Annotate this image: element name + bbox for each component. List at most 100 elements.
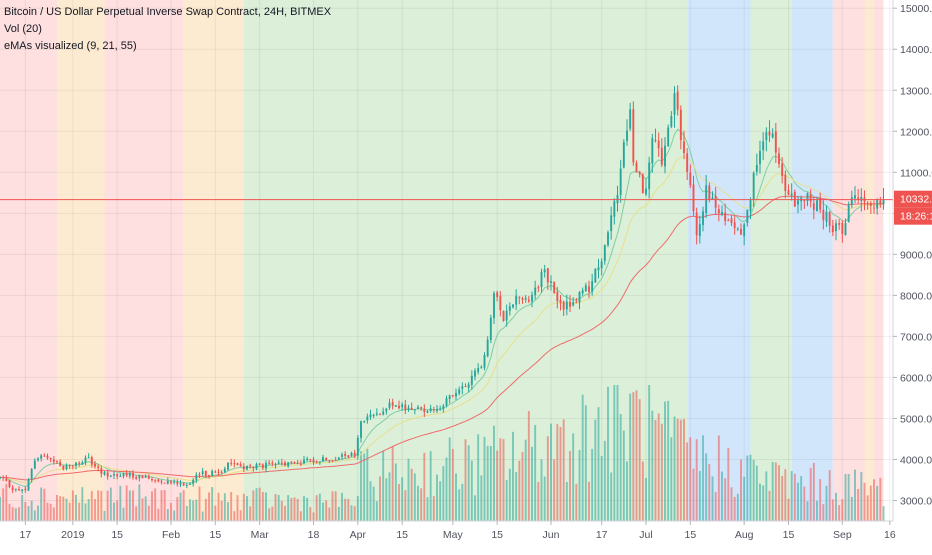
- volume-bar: [806, 501, 809, 521]
- volume-bar: [556, 423, 559, 521]
- candle: [578, 291, 581, 310]
- candle: [531, 291, 533, 308]
- volume-bar: [480, 475, 483, 521]
- candle: [743, 222, 746, 246]
- volume-bar: [572, 433, 575, 521]
- volume-bar: [660, 423, 663, 521]
- ema-55-line: [0, 195, 884, 481]
- volume-bar: [227, 502, 229, 521]
- candle-body: [641, 174, 644, 194]
- candle-body: [144, 476, 147, 478]
- candle-body: [591, 281, 594, 292]
- candle-body: [695, 212, 698, 236]
- candle: [154, 479, 157, 484]
- candle-body: [84, 457, 87, 463]
- candle-body: [638, 171, 641, 175]
- candle-body: [274, 463, 277, 465]
- candle-body: [543, 269, 546, 273]
- candle-body: [451, 394, 454, 397]
- candle-body: [423, 408, 426, 413]
- y-tick-label: 15000.0: [900, 3, 932, 15]
- candle-body: [407, 407, 410, 410]
- candle: [94, 460, 96, 469]
- candle: [721, 205, 723, 217]
- candle-body: [600, 261, 603, 269]
- candle: [550, 275, 552, 291]
- volume-bar: [189, 499, 191, 521]
- candle-body: [616, 194, 619, 204]
- price-axis[interactable]: [893, 0, 932, 550]
- candle: [876, 198, 879, 215]
- candle-body: [141, 475, 144, 479]
- volume-bar: [173, 510, 176, 521]
- volume-bar: [600, 455, 603, 521]
- volume-bar: [838, 505, 841, 521]
- volume-bar: [195, 499, 198, 521]
- candle-body: [33, 460, 36, 469]
- candle-body: [56, 461, 58, 463]
- candle: [882, 188, 885, 210]
- candle-body: [850, 197, 853, 205]
- candle-body: [14, 488, 17, 490]
- candle-body: [43, 455, 46, 457]
- volume-bar: [755, 465, 758, 521]
- regime-band: [57, 0, 105, 521]
- volume-bar: [477, 434, 480, 521]
- time-axis[interactable]: [0, 521, 932, 550]
- candle: [71, 465, 74, 470]
- candle-body: [24, 488, 27, 490]
- candle-body: [844, 222, 847, 236]
- volume-bar: [489, 446, 492, 521]
- volume-bar: [771, 462, 774, 521]
- candle: [385, 407, 388, 415]
- candle: [287, 461, 290, 468]
- volume-bar: [854, 469, 856, 521]
- candle: [157, 478, 160, 483]
- candle-body: [5, 478, 8, 481]
- candle: [436, 405, 438, 414]
- candle-body: [873, 207, 875, 209]
- volume-bar: [315, 495, 318, 521]
- volume-bar: [426, 497, 429, 521]
- candle: [410, 402, 413, 411]
- candle-body: [749, 199, 752, 212]
- candle: [227, 462, 229, 471]
- candle: [366, 413, 369, 424]
- candle: [151, 476, 153, 483]
- candle: [252, 466, 255, 472]
- volume-bar: [43, 488, 46, 521]
- candle: [575, 297, 578, 304]
- volume-bar: [14, 508, 17, 521]
- volume-bar: [0, 496, 1, 521]
- volume-bar: [575, 483, 578, 521]
- candle: [68, 464, 71, 469]
- volume-bar: [439, 481, 442, 521]
- candle-body: [714, 196, 717, 208]
- candle-body: [306, 458, 309, 461]
- volume-bar: [410, 468, 413, 521]
- candle: [109, 474, 112, 478]
- candle-body: [724, 212, 727, 221]
- candle-body: [290, 461, 293, 463]
- volume-bar: [455, 473, 457, 521]
- candle: [755, 153, 758, 176]
- candle: [616, 185, 619, 212]
- volume-bar: [521, 452, 524, 521]
- candle: [274, 462, 277, 469]
- candle-body: [132, 473, 134, 478]
- volume-bar: [208, 492, 210, 521]
- volume-bar: [626, 461, 628, 521]
- candle-body: [664, 145, 666, 167]
- candle: [268, 460, 271, 466]
- candle-body: [784, 174, 787, 191]
- candle-body: [502, 311, 505, 321]
- volume-bar: [622, 430, 625, 521]
- volume-bar: [214, 505, 217, 521]
- candle: [312, 456, 315, 466]
- candle: [363, 420, 366, 424]
- candle-body: [708, 185, 711, 200]
- volume-bar: [531, 446, 533, 521]
- volume-bar: [597, 407, 600, 521]
- candle-body: [293, 462, 296, 464]
